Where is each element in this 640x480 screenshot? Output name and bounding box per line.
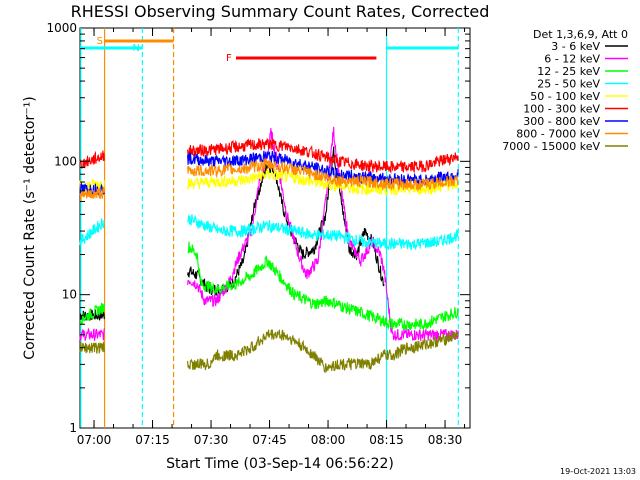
series-line bbox=[79, 157, 459, 202]
series-line bbox=[79, 241, 459, 331]
x-tick-label: 07:30 bbox=[194, 433, 229, 447]
legend-label: 100 - 300 keV bbox=[523, 103, 600, 116]
chart-title: RHESSI Observing Summary Count Rates, Co… bbox=[71, 2, 490, 21]
series-layer bbox=[79, 126, 459, 373]
series-line bbox=[79, 126, 459, 342]
x-tick-label: 08:30 bbox=[428, 433, 463, 447]
x-tick-label: 07:00 bbox=[77, 433, 112, 447]
saa-label: S bbox=[97, 36, 103, 47]
y-tick-label: 10 bbox=[62, 288, 77, 302]
legend-label: 3 - 6 keV bbox=[551, 40, 600, 53]
legend-label: 6 - 12 keV bbox=[544, 53, 600, 66]
x-tick-label: 07:45 bbox=[252, 433, 287, 447]
y-tick-label: 100 bbox=[54, 154, 77, 168]
plot-area bbox=[79, 27, 471, 429]
flare-label: F bbox=[226, 53, 232, 64]
observing-markers: S N F bbox=[80, 28, 459, 428]
plot-border bbox=[79, 27, 471, 429]
x-axis-label: Start Time (03-Sep-14 06:56:22) bbox=[166, 456, 394, 472]
legend-label: 12 - 25 keV bbox=[537, 65, 600, 78]
y-tick-label: 1000 bbox=[46, 21, 77, 35]
y-axis-label: Corrected Count Rate (s⁻¹ detector⁻¹) bbox=[22, 96, 38, 359]
x-tick-label: 08:00 bbox=[311, 433, 346, 447]
legend-label: 50 - 100 keV bbox=[530, 90, 600, 103]
legend-label: 7000 - 15000 keV bbox=[502, 140, 600, 153]
x-tick-label: 07:15 bbox=[135, 433, 170, 447]
legend-label: 300 - 800 keV bbox=[523, 115, 600, 128]
y-axis-ticks: 1 10 100 1000 bbox=[46, 21, 470, 435]
legend-label: 25 - 50 keV bbox=[537, 78, 600, 91]
y-tick-label: 1 bbox=[69, 421, 77, 435]
series-line bbox=[79, 214, 459, 251]
x-axis-ticks: 07:00 07:15 07:30 07:45 08:00 08:15 08:30 bbox=[77, 28, 466, 447]
night-label: N bbox=[132, 43, 139, 54]
series-line bbox=[79, 329, 459, 373]
legend-label: 800 - 7000 keV bbox=[516, 128, 600, 141]
footer-timestamp: 19-Oct-2021 13:03 bbox=[560, 467, 636, 476]
x-tick-label: 08:15 bbox=[369, 433, 404, 447]
legend-header: Det 1,3,6,9, Att 0 bbox=[533, 28, 628, 41]
